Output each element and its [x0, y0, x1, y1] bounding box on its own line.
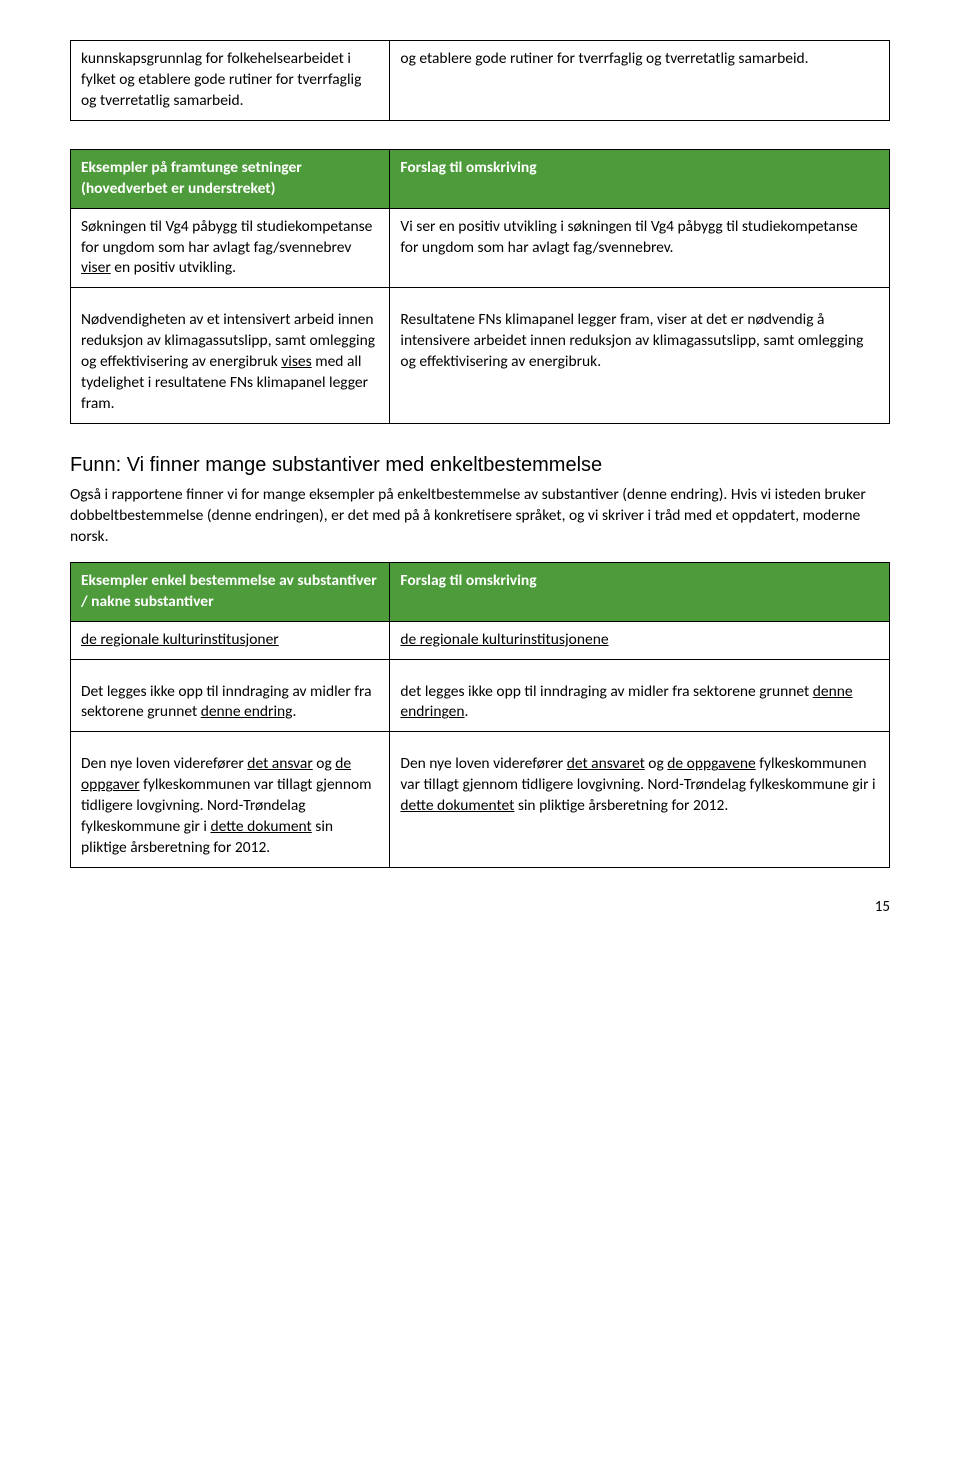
text: .	[292, 702, 296, 721]
text: og	[645, 754, 667, 773]
text: sin pliktige årsberetning for 2012.	[514, 796, 728, 815]
cell-right: de regionale kulturinstitusjonene	[390, 621, 890, 659]
underlined-text: de regionale kulturinstitusjonene	[400, 630, 608, 649]
table-row: Søkningen til Vg4 påbygg til studiekompe…	[71, 208, 890, 288]
page-number: 15	[70, 898, 890, 916]
cell-right: det legges ikke opp til inndraging av mi…	[390, 659, 890, 732]
cell-left: Søkningen til Vg4 påbygg til studiekompe…	[71, 208, 390, 288]
underlined-text: det ansvaret	[567, 754, 645, 773]
header-right: Forslag til omskriving	[390, 562, 890, 621]
underlined-text: de regionale kulturinstitusjoner	[81, 630, 279, 649]
section-body: Også i rapportene finner vi for mange ek…	[70, 485, 890, 548]
text: og	[313, 754, 335, 773]
cell-left: de regionale kulturinstitusjoner	[71, 621, 390, 659]
cell-left: kunnskapsgrunnlag for folkehelsearbeidet…	[71, 41, 390, 121]
underlined-text: denne endring	[201, 702, 293, 721]
text: Den nye loven viderefører	[81, 754, 247, 773]
table-row: Nødvendigheten av et intensivert arbeid …	[71, 288, 890, 424]
header-left: Eksempler enkel bestemmelse av substanti…	[71, 562, 390, 621]
underlined-text: det ansvar	[247, 754, 312, 773]
cell-right: Resultatene FNs klimapanel legger fram, …	[390, 288, 890, 424]
table-header-row: Eksempler på framtunge setninger (hovedv…	[71, 149, 890, 208]
cell-right: og etablere gode rutiner for tverrfaglig…	[390, 41, 890, 121]
cell-left: Det legges ikke opp til inndraging av mi…	[71, 659, 390, 732]
table-header-row: Eksempler enkel bestemmelse av substanti…	[71, 562, 890, 621]
header-right: Forslag til omskriving	[390, 149, 890, 208]
underlined-text: de oppgavene	[667, 754, 755, 773]
underlined-text: dette dokument	[211, 817, 312, 836]
table-row: de regionale kulturinstitusjoner de regi…	[71, 621, 890, 659]
table-row: Det legges ikke opp til inndraging av mi…	[71, 659, 890, 732]
cell-right: Vi ser en positiv utvikling i søkningen …	[390, 208, 890, 288]
text: det legges ikke opp til inndraging av mi…	[400, 682, 812, 701]
text: Søkningen til Vg4 påbygg til studiekompe…	[81, 217, 372, 257]
table-row: Den nye loven viderefører det ansvar og …	[71, 732, 890, 868]
table-examples-1: Eksempler på framtunge setninger (hovedv…	[70, 149, 890, 424]
table-row: kunnskapsgrunnlag for folkehelsearbeidet…	[71, 41, 890, 121]
cell-left: Nødvendigheten av et intensivert arbeid …	[71, 288, 390, 424]
underlined-text: dette dokumentet	[400, 796, 514, 815]
cell-left: Den nye loven viderefører det ansvar og …	[71, 732, 390, 868]
cell-right: Den nye loven viderefører det ansvaret o…	[390, 732, 890, 868]
underlined-text: viser	[81, 258, 111, 277]
text: .	[465, 702, 469, 721]
header-left: Eksempler på framtunge setninger (hovedv…	[71, 149, 390, 208]
text: en positiv utvikling.	[111, 258, 236, 277]
table-examples-2: Eksempler enkel bestemmelse av substanti…	[70, 562, 890, 868]
text: Den nye loven viderefører	[400, 754, 566, 773]
section-heading: Funn: Vi finner mange substantiver med e…	[70, 454, 890, 477]
underlined-text: vises	[281, 352, 311, 371]
table-top: kunnskapsgrunnlag for folkehelsearbeidet…	[70, 40, 890, 121]
